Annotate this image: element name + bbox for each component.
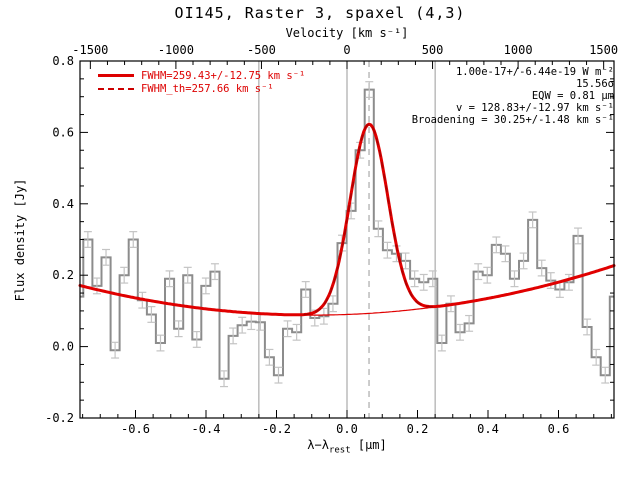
fit-result-broadening: Broadening = 30.25+/-1.48 km s⁻¹ xyxy=(411,114,614,126)
left-axis-tick-label: -0.2 xyxy=(45,411,74,425)
error-bars xyxy=(83,81,610,388)
fit-curve-theoretical xyxy=(303,123,434,316)
left-axis-tick-label: 0.2 xyxy=(52,268,74,282)
legend-line-solid xyxy=(98,74,134,77)
bottom-axis-tick-label: -0.6 xyxy=(121,422,150,436)
legend-line-dashed xyxy=(98,87,134,90)
top-axis-tick-label: 1000 xyxy=(504,43,533,57)
bottom-axis-tick-label: 0.4 xyxy=(477,422,499,436)
top-axis-tick-label: 0 xyxy=(343,43,350,57)
top-axis-tick-label: 1500 xyxy=(589,43,618,57)
x-axis-label-post: [μm] xyxy=(350,438,387,452)
bottom-axis-tick-label: 0.6 xyxy=(548,422,570,436)
left-axis-tick-label: 0.0 xyxy=(52,340,74,354)
fit-result-significance: 15.56σ xyxy=(576,78,614,90)
left-axis-tick-label: 0.4 xyxy=(52,197,74,211)
legend-label-th: FWHM_th=257.66 km s⁻¹ xyxy=(141,82,274,95)
top-axis-tick-label: -1500 xyxy=(72,43,108,57)
fit-results: 1.00e-17+/-6.44e-19 W m⁻² 15.56σ EQW = 0… xyxy=(412,66,614,126)
plot-title: OI145, Raster 3, spaxel (4,3) xyxy=(174,4,466,22)
left-axis-tick-label: 0.8 xyxy=(52,54,74,68)
top-axis-tick-label: -500 xyxy=(247,43,276,57)
y-axis-label: Flux density [Jy] xyxy=(13,178,27,302)
top-axis-label: Velocity [km s⁻¹] xyxy=(285,26,409,40)
x-axis-label-pre: λ−λ xyxy=(307,438,329,452)
top-axis-tick-label: -1000 xyxy=(158,43,194,57)
fit-result-eqw: EQW = 0.81 μm xyxy=(531,90,614,102)
legend-item-fit: FWHM=259.43+/-12.75 km s⁻¹ xyxy=(98,69,305,82)
bottom-axis-tick-label: -0.4 xyxy=(192,422,221,436)
x-axis-label: λ−λrest [μm] xyxy=(307,438,387,455)
bottom-axis-tick-label: -0.2 xyxy=(262,422,291,436)
legend-item-th: FWHM_th=257.66 km s⁻¹ xyxy=(98,82,305,95)
bottom-axis-tick-label: 0.0 xyxy=(336,422,358,436)
fit-result-velocity: v = 128.83+/-12.97 km s⁻¹ xyxy=(455,102,614,114)
left-axis-tick-label: 0.6 xyxy=(52,125,74,139)
legend: FWHM=259.43+/-12.75 km s⁻¹ FWHM_th=257.6… xyxy=(98,69,305,95)
legend-label-fit: FWHM=259.43+/-12.75 km s⁻¹ xyxy=(141,69,306,82)
bottom-axis-tick-label: 0.2 xyxy=(407,422,429,436)
fit-result-flux: 1.00e-17+/-6.44e-19 W m⁻² xyxy=(455,66,614,78)
x-axis-label-sub: rest xyxy=(328,445,351,456)
top-axis-tick-label: 500 xyxy=(422,43,444,57)
